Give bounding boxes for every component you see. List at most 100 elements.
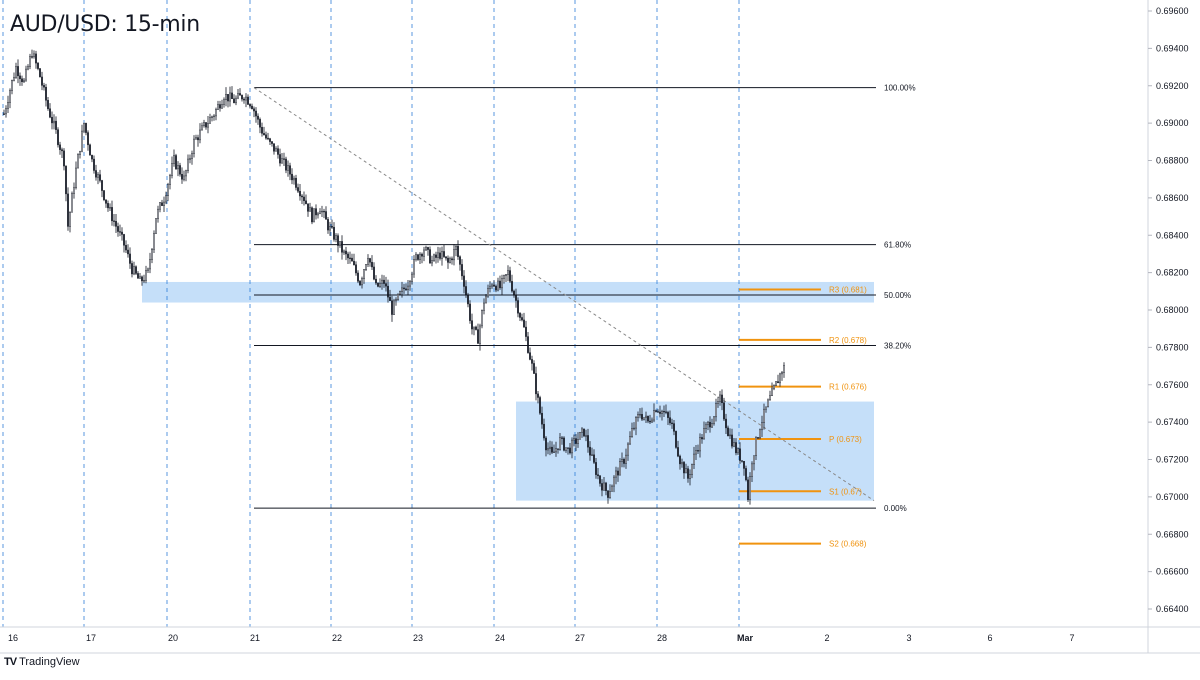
- candle-body-297: [597, 474, 599, 477]
- candle-body-367: [737, 448, 739, 454]
- candle-body-236: [475, 326, 477, 330]
- candle-body-245: [493, 284, 495, 287]
- candle-body-335: [673, 423, 675, 432]
- candle-body-241: [485, 295, 487, 304]
- candle-body-154: [311, 207, 313, 223]
- candle-body-286: [575, 438, 577, 444]
- candle-body-119: [241, 95, 243, 100]
- candle-body-287: [577, 439, 579, 444]
- candle-body-270: [543, 423, 545, 439]
- candle-body-141: [285, 158, 287, 171]
- candle-body-153: [309, 207, 311, 212]
- x-tick-label-12: 6: [987, 633, 992, 643]
- candle-body-57: [117, 226, 119, 232]
- candle-body-170: [343, 250, 345, 253]
- candle-body-200: [403, 287, 405, 290]
- candle-body-37: [77, 154, 79, 169]
- candle-body-85: [173, 155, 175, 164]
- candle-body-363: [729, 434, 731, 437]
- candle-body-257: [517, 300, 519, 314]
- candle-body-72: [147, 268, 149, 271]
- candle-body-284: [571, 439, 573, 454]
- candle-body-295: [593, 454, 595, 463]
- candle-body-124: [251, 105, 253, 110]
- candle-body-370: [743, 460, 745, 469]
- grid-layer: [2, 0, 740, 627]
- candle-body-296: [595, 462, 597, 475]
- tradingview-brand[interactable]: TV TradingView: [4, 656, 80, 668]
- candle-body-17: [37, 62, 39, 69]
- x-tick-label-5: 23: [413, 633, 423, 643]
- candle-body-230: [463, 275, 465, 287]
- candle-body-51: [105, 199, 107, 204]
- candle-body-25: [53, 120, 55, 124]
- candle-body-376: [755, 437, 757, 457]
- candle-body-148: [299, 191, 301, 197]
- candle-body-320: [643, 417, 645, 420]
- candle-body-383: [769, 395, 771, 401]
- x-tick-label-4: 22: [332, 633, 342, 643]
- candle-body-104: [211, 116, 213, 118]
- candle-body-362: [727, 427, 729, 437]
- candle-body-300: [603, 482, 605, 491]
- candle-body-132: [267, 137, 269, 140]
- candle-body-46: [95, 170, 97, 178]
- candle-body-199: [401, 287, 403, 292]
- candle-body-318: [639, 414, 641, 416]
- candle-body-265: [533, 363, 535, 374]
- candle-body-4: [11, 79, 13, 91]
- candle-body-164: [331, 226, 333, 228]
- candle-body-206: [415, 254, 417, 260]
- candle-body-184: [371, 261, 373, 268]
- candle-body-264: [531, 359, 533, 364]
- candle-body-291: [585, 435, 587, 437]
- candle-body-379: [761, 422, 763, 431]
- candle-body-100: [203, 122, 205, 127]
- x-tick-label-6: 24: [495, 633, 505, 643]
- candle-body-45: [93, 158, 95, 171]
- fib-label-0: 100.00%: [884, 84, 916, 93]
- candle-body-254: [511, 281, 513, 292]
- candle-body-28: [59, 144, 61, 150]
- candle-body-251: [505, 274, 507, 276]
- candle-body-242: [487, 288, 489, 297]
- candle-body-134: [271, 141, 273, 144]
- candle-body-360: [723, 402, 725, 420]
- candle-body-378: [759, 429, 761, 439]
- candle-body-156: [315, 208, 317, 216]
- candle-body-136: [275, 148, 277, 152]
- candle-body-113: [229, 92, 231, 102]
- candle-body-107: [217, 104, 219, 110]
- candle-body-117: [237, 93, 239, 99]
- candle-body-75: [153, 233, 155, 250]
- candle-body-93: [189, 158, 191, 160]
- candle-body-79: [161, 202, 163, 206]
- candle-body-179: [361, 278, 363, 286]
- candle-body-278: [559, 437, 561, 450]
- candle-body-237: [477, 329, 479, 344]
- candle-body-128: [259, 119, 261, 128]
- candle-body-91: [185, 170, 187, 177]
- candle-body-319: [641, 414, 643, 420]
- candle-body-96: [195, 137, 197, 140]
- candle-body-307: [617, 470, 619, 476]
- candle-body-223: [449, 258, 451, 263]
- candle-body-252: [507, 270, 509, 275]
- candle-body-201: [405, 288, 407, 291]
- candle-body-312: [627, 443, 629, 456]
- candle-body-26: [55, 120, 57, 130]
- candle-body-63: [129, 253, 131, 264]
- candle-body-106: [215, 109, 217, 117]
- candle-body-165: [333, 226, 335, 240]
- candle-body-234: [471, 320, 473, 330]
- candle-body-120: [243, 98, 245, 101]
- y-tick-label-1: 0.69400: [1156, 43, 1189, 53]
- candle-body-129: [261, 127, 263, 134]
- candle-body-342: [687, 468, 689, 479]
- y-tick-label-3: 0.69000: [1156, 118, 1189, 128]
- candle-body-202: [407, 285, 409, 291]
- candle-body-259: [521, 317, 523, 321]
- candle-body-249: [501, 278, 503, 289]
- candle-body-317: [637, 414, 639, 418]
